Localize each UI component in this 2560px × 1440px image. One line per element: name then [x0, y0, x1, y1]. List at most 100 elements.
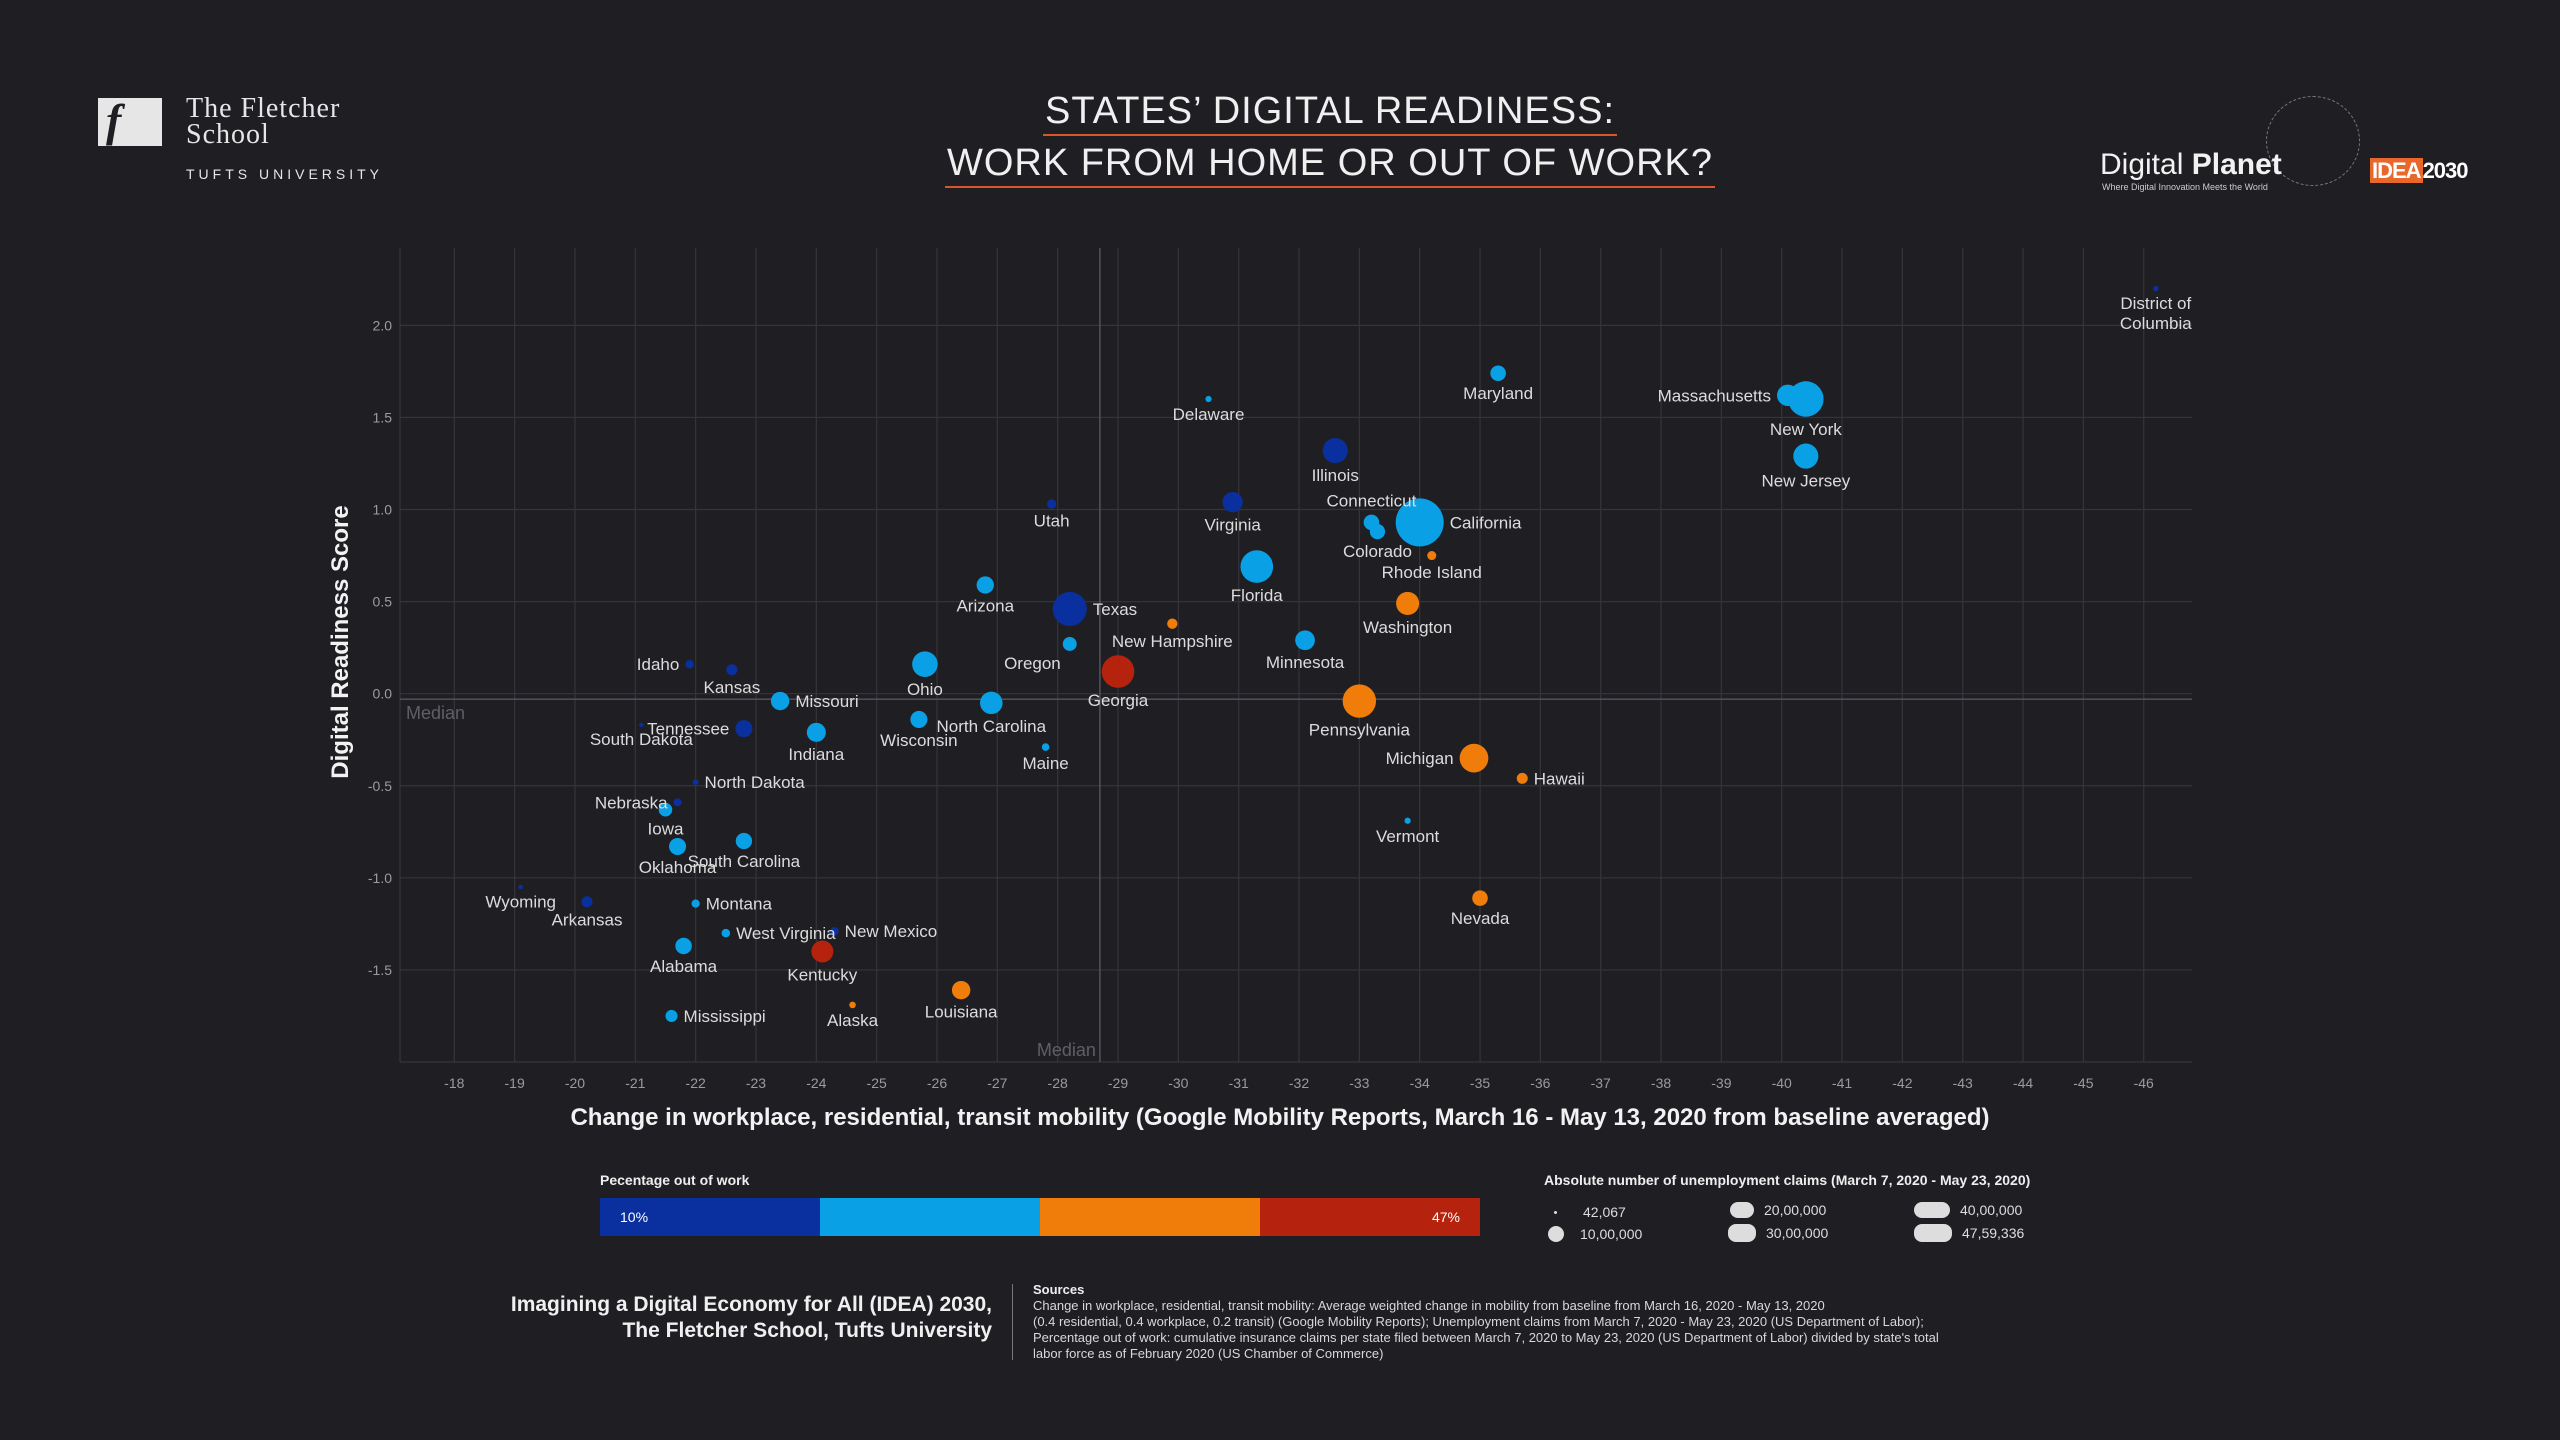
- point-label: Ohio: [907, 680, 943, 699]
- size-item: 42,067: [1554, 1204, 1626, 1220]
- point-label: Wisconsin: [880, 731, 957, 750]
- point-label: Texas: [1093, 600, 1137, 619]
- point-label: Illinois: [1312, 466, 1359, 485]
- data-point: [639, 722, 644, 728]
- point-label: South Dakota: [590, 730, 694, 749]
- footer-divider: [1012, 1284, 1013, 1360]
- data-point: [665, 1009, 678, 1022]
- data-point: [1490, 365, 1506, 382]
- title-line2: WORK FROM HOME OR OUT OF WORK?: [944, 140, 1716, 188]
- data-point: [1427, 551, 1437, 561]
- sources-line: labor force as of February 2020 (US Cham…: [1033, 1346, 1384, 1361]
- point-label: Connecticut: [1327, 492, 1417, 511]
- data-point: [1240, 550, 1274, 583]
- grid-lines: [399, 248, 2192, 1063]
- point-label: Kansas: [704, 678, 761, 697]
- data-point: [811, 940, 834, 963]
- size-label: 42,067: [1583, 1204, 1626, 1220]
- y-tick-label: 1.5: [373, 409, 393, 425]
- data-point: [1459, 743, 1489, 773]
- point-label: New Mexico: [845, 922, 938, 941]
- point-label: Virginia: [1204, 515, 1261, 534]
- x-tick-label: -45: [2073, 1075, 2093, 1091]
- percentage-color-bar: 10% 47%: [600, 1198, 1480, 1236]
- point-label: Mississippi: [684, 1007, 766, 1026]
- point-label: Idaho: [637, 655, 680, 674]
- x-tick-label: -25: [867, 1075, 887, 1091]
- digital-planet-tagline: Where Digital Innovation Meets the World: [2102, 182, 2268, 192]
- point-label: Georgia: [1088, 691, 1149, 710]
- x-tick-label: -37: [1591, 1075, 1611, 1091]
- x-tick-label: -35: [1470, 1075, 1490, 1091]
- x-tick-label: -36: [1530, 1075, 1550, 1091]
- x-tick-label: -22: [686, 1075, 706, 1091]
- data-point: [1342, 684, 1377, 718]
- point-label: Iowa: [648, 819, 684, 838]
- data-point: [910, 710, 928, 728]
- percentage-low-label: 10%: [620, 1209, 649, 1225]
- data-point: [1472, 890, 1488, 906]
- data-point: [1322, 438, 1348, 464]
- point-label: New Jersey: [1761, 472, 1850, 491]
- point-label: Alabama: [650, 957, 718, 976]
- point-label: California: [1450, 513, 1522, 532]
- data-point: [830, 926, 839, 936]
- data-point: [692, 779, 699, 785]
- data-point: [1793, 443, 1819, 469]
- title-line1: STATES’ DIGITAL READINESS:: [1042, 88, 1618, 136]
- data-point: [1041, 743, 1050, 751]
- size-item: 47,59,336: [1914, 1224, 2024, 1242]
- point-label: Oregon: [1004, 654, 1061, 673]
- school-name-line2: School: [186, 119, 270, 150]
- median-lines: Median Median: [400, 248, 2192, 1062]
- data-point: [1396, 591, 1420, 615]
- point-label: Massachusetts: [1658, 386, 1771, 405]
- fletcher-mark-icon: f: [98, 95, 162, 146]
- data-point: [1777, 384, 1799, 407]
- point-label: Washington: [1363, 618, 1452, 637]
- size-marker: [1548, 1226, 1564, 1242]
- data-point: [685, 659, 694, 669]
- data-point: [976, 576, 994, 594]
- color-bin-1: 10%: [600, 1198, 820, 1236]
- point-label: District of: [2120, 294, 2191, 313]
- y-tick-label: 0.5: [373, 594, 393, 610]
- data-point: [669, 838, 687, 856]
- point-label: South Carolina: [688, 852, 801, 871]
- point-label: Missouri: [795, 692, 858, 711]
- x-tick-label: -21: [625, 1075, 645, 1091]
- percentage-legend: Pecentage out of work 10% 47%: [600, 1172, 1480, 1236]
- y-axis-label: Digital Readiness Score: [327, 505, 354, 778]
- x-tick-label: -43: [1953, 1075, 1973, 1091]
- median-label-y: Median: [406, 703, 465, 723]
- point-label: Maine: [1022, 754, 1068, 773]
- point-label: Louisiana: [925, 1002, 998, 1021]
- sources-line: (0.4 residential, 0.4 workplace, 0.2 tra…: [1033, 1314, 1924, 1329]
- point-label: New York: [1770, 420, 1842, 439]
- point-label: Minnesota: [1266, 653, 1345, 672]
- data-point: [673, 798, 682, 807]
- data-point: [658, 802, 673, 817]
- sources-line: Percentage out of work: cumulative insur…: [1033, 1330, 1939, 1345]
- x-tick-label: -41: [1832, 1075, 1852, 1091]
- idea-2030-logo: IDEA2030: [2370, 158, 2469, 184]
- point-label: Vermont: [1376, 827, 1440, 846]
- x-tick-label: -28: [1048, 1075, 1068, 1091]
- size-label: 47,59,336: [1962, 1225, 2025, 1241]
- size-marker: [1554, 1210, 1557, 1214]
- point-label: West Virginia: [736, 924, 836, 943]
- size-marker: [1728, 1224, 1756, 1242]
- size-label: 40,00,000: [1960, 1202, 2023, 1218]
- digital-planet-logo: Digital Planet Where Digital Innovation …: [2100, 96, 2470, 206]
- data-point: [735, 720, 753, 738]
- point-label: Arizona: [956, 597, 1014, 616]
- globe-icon: [2266, 96, 2360, 186]
- data-point: [1205, 395, 1212, 403]
- x-tick-label: -44: [2013, 1075, 2033, 1091]
- point-label: Rhode Island: [1382, 563, 1482, 582]
- x-tick-label: -38: [1651, 1075, 1671, 1091]
- point-label: Utah: [1034, 512, 1070, 531]
- point-label: Delaware: [1173, 405, 1245, 424]
